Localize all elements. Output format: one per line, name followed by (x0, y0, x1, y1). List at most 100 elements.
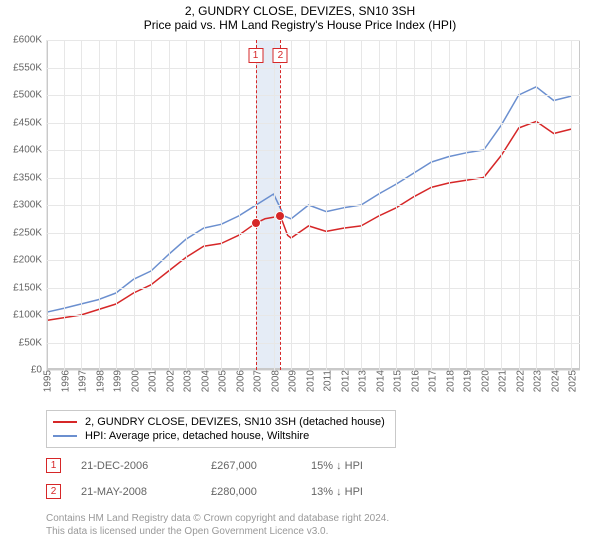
sale-vline (280, 40, 281, 370)
x-tick-label: 2005 (214, 370, 229, 392)
sale-date: 21-MAY-2008 (81, 486, 211, 498)
gridline-y (46, 205, 580, 206)
sale-row: 1 21-DEC-2006£267,00015% ↓ HPI (46, 458, 363, 473)
gridline-x (221, 40, 222, 370)
sale-delta: 15% ↓ HPI (311, 460, 363, 472)
x-tick-label: 2021 (494, 370, 509, 392)
y-tick-label: £150K (13, 282, 46, 293)
footer-attribution: Contains HM Land Registry data © Crown c… (46, 512, 389, 538)
x-tick-label: 2020 (476, 370, 491, 392)
x-tick-label: 2002 (161, 370, 176, 392)
x-tick-label: 2024 (546, 370, 561, 392)
x-tick-label: 2001 (144, 370, 159, 392)
legend-item: HPI: Average price, detached house, Wilt… (53, 429, 389, 443)
gridline-y (46, 233, 580, 234)
x-tick-label: 1999 (109, 370, 124, 392)
footer-line-2: This data is licensed under the Open Gov… (46, 525, 389, 538)
gridline-y (46, 343, 580, 344)
gridline-y (46, 315, 580, 316)
gridline-x (169, 40, 170, 370)
gridline-y (46, 288, 580, 289)
x-tick-label: 2012 (336, 370, 351, 392)
gridline-x (64, 40, 65, 370)
x-tick-label: 2007 (249, 370, 264, 392)
gridline-x (239, 40, 240, 370)
x-tick-label: 1995 (39, 370, 54, 392)
gridline-x (134, 40, 135, 370)
gridline-x (466, 40, 467, 370)
x-tick-label: 2004 (196, 370, 211, 392)
legend-swatch (53, 421, 77, 423)
legend-swatch (53, 435, 77, 437)
gridline-y (46, 95, 580, 96)
gridline-x (361, 40, 362, 370)
gridline-x (571, 40, 572, 370)
gridline-y (46, 123, 580, 124)
sale-callout: 2 (273, 48, 288, 63)
gridline-x (291, 40, 292, 370)
chart-container: 2, GUNDRY CLOSE, DEVIZES, SN10 3SH Price… (0, 0, 600, 560)
x-tick-label: 2023 (529, 370, 544, 392)
x-tick-label: 2022 (511, 370, 526, 392)
gridline-y (46, 260, 580, 261)
gridline-x (46, 40, 47, 370)
plot-area: £0£50K£100K£150K£200K£250K£300K£350K£400… (46, 40, 580, 370)
y-tick-label: £600K (13, 35, 46, 46)
chart-subtitle: Price paid vs. HM Land Registry's House … (0, 18, 600, 36)
gridline-y (46, 150, 580, 151)
gridline-x (536, 40, 537, 370)
gridline-x (449, 40, 450, 370)
sale-badge: 2 (46, 484, 61, 499)
sale-marker (251, 218, 261, 228)
sale-price: £267,000 (211, 460, 311, 472)
y-tick-label: £100K (13, 310, 46, 321)
x-tick-label: 1997 (74, 370, 89, 392)
x-tick-label: 2016 (406, 370, 421, 392)
gridline-x (554, 40, 555, 370)
y-tick-label: £200K (13, 255, 46, 266)
gridline-x (151, 40, 152, 370)
gridline-y (46, 40, 580, 41)
legend-label: HPI: Average price, detached house, Wilt… (85, 430, 309, 442)
gridline-x (309, 40, 310, 370)
sale-badge: 1 (46, 458, 61, 473)
x-tick-label: 2019 (459, 370, 474, 392)
sale-date: 21-DEC-2006 (81, 460, 211, 472)
gridline-x (396, 40, 397, 370)
legend: 2, GUNDRY CLOSE, DEVIZES, SN10 3SH (deta… (46, 410, 396, 448)
gridline-x (484, 40, 485, 370)
sale-price: £280,000 (211, 486, 311, 498)
y-tick-label: £250K (13, 227, 46, 238)
x-tick-label: 2015 (389, 370, 404, 392)
x-tick-label: 2014 (371, 370, 386, 392)
x-tick-label: 2013 (354, 370, 369, 392)
gridline-x (116, 40, 117, 370)
gridline-x (326, 40, 327, 370)
sale-vline (256, 40, 257, 370)
sale-callout: 1 (248, 48, 263, 63)
x-tick-label: 2011 (319, 370, 334, 392)
y-tick-label: £50K (19, 337, 46, 348)
gridline-x (501, 40, 502, 370)
y-tick-label: £450K (13, 117, 46, 128)
x-tick-label: 2003 (179, 370, 194, 392)
gridline-x (379, 40, 380, 370)
gridline-x (204, 40, 205, 370)
sale-row: 2 21-MAY-2008£280,00013% ↓ HPI (46, 484, 363, 499)
sale-delta: 13% ↓ HPI (311, 486, 363, 498)
gridline-y (46, 178, 580, 179)
gridline-x (99, 40, 100, 370)
x-tick-label: 2008 (266, 370, 281, 392)
sale-marker (275, 211, 285, 221)
y-tick-label: £550K (13, 62, 46, 73)
gridline-x (344, 40, 345, 370)
legend-label: 2, GUNDRY CLOSE, DEVIZES, SN10 3SH (deta… (85, 416, 385, 428)
x-tick-label: 2025 (564, 370, 579, 392)
gridline-x (81, 40, 82, 370)
x-tick-label: 2006 (231, 370, 246, 392)
x-tick-label: 2000 (126, 370, 141, 392)
x-tick-label: 2018 (441, 370, 456, 392)
x-tick-label: 2010 (301, 370, 316, 392)
y-tick-label: £400K (13, 145, 46, 156)
legend-item: 2, GUNDRY CLOSE, DEVIZES, SN10 3SH (deta… (53, 415, 389, 429)
